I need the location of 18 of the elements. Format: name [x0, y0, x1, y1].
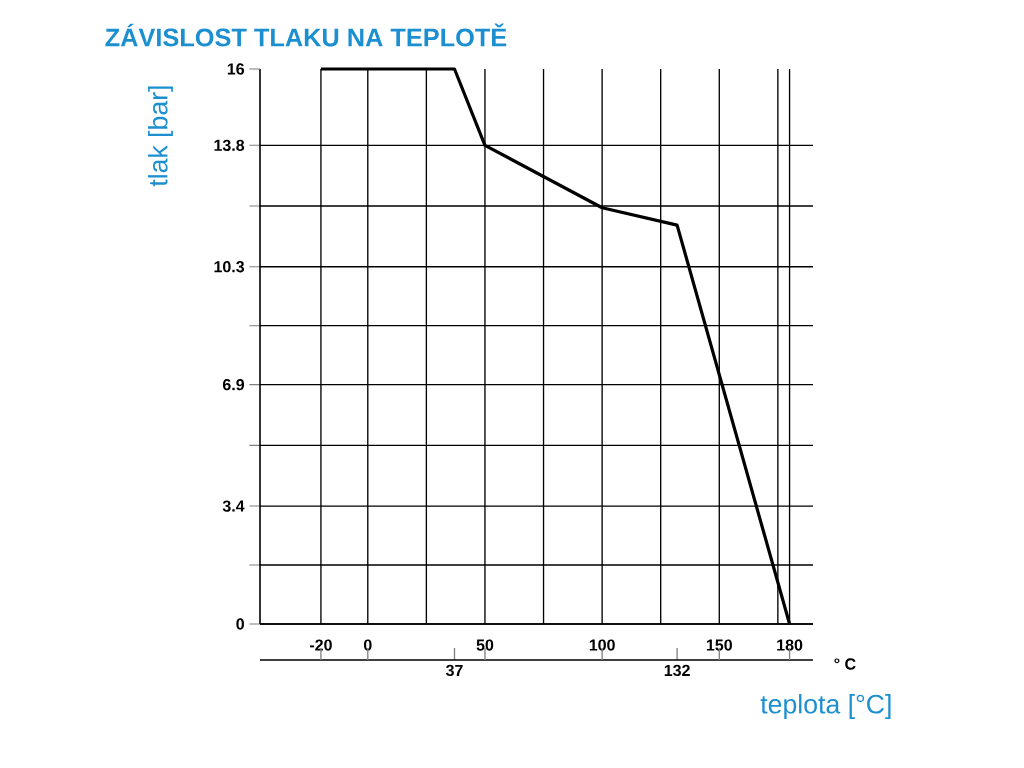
y-axis-title: tlak [bar]	[148, 86, 173, 187]
x-tick-label: 100	[589, 639, 615, 651]
x-axis-title: teplota [°C]	[760, 694, 891, 719]
x-tick-label: 150	[706, 639, 732, 651]
y-tick-label: 13.8	[214, 139, 245, 151]
x-tick-label: 180	[777, 639, 803, 651]
x-tick-label: 50	[476, 639, 494, 651]
chart-title: ZÁVISLOST TLAKU NA TEPLOTĚ	[105, 23, 507, 47]
y-tick-label: 10.3	[214, 261, 245, 273]
x2-tick-label: 132	[664, 664, 690, 677]
y-tick-label: 0	[236, 618, 244, 630]
y-tick-label: 6.9	[222, 378, 245, 391]
y-tick-label: 16	[227, 63, 245, 75]
y-tick-label: 3.4	[222, 500, 245, 512]
x-tick-label: -20	[309, 639, 332, 651]
text: ° C	[834, 658, 856, 670]
x-tick-label: 0	[363, 639, 372, 651]
x2-tick-label: 37	[445, 664, 463, 677]
